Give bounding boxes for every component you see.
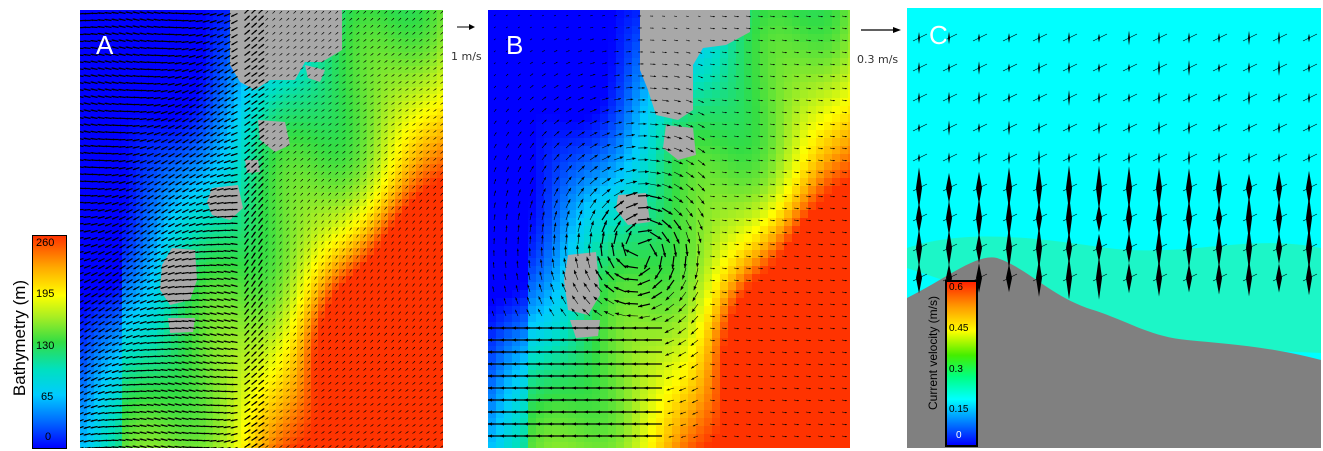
bathymetry-tick-260: 260 xyxy=(36,237,55,249)
bathymetry-tick-130: 130 xyxy=(36,340,55,352)
bathymetry-grid xyxy=(80,10,443,448)
seabed xyxy=(907,257,1321,448)
velocity-colorbar-bar xyxy=(945,280,978,447)
current-vectors xyxy=(488,14,847,439)
bathymetry-colorbar-bar xyxy=(32,235,67,449)
bathymetry-tick-195: 195 xyxy=(36,288,55,300)
land-masses xyxy=(564,10,750,338)
panel-b-scale-arrow xyxy=(861,27,901,33)
panel-b-scale-label: 0.3 m/s xyxy=(857,53,899,66)
panel-a-field xyxy=(80,10,443,448)
bathymetry-tick-0: 0 xyxy=(45,431,52,443)
panel-b-scale: 0.3 m/s xyxy=(855,20,910,70)
panel-a: A xyxy=(80,10,443,448)
velocity-tick-0.15: 0.15 xyxy=(949,404,969,415)
panel-b-field xyxy=(488,10,850,448)
panel-c: C Current velocity (m/s) 0.6 0.45 0.3 0.… xyxy=(907,8,1321,448)
bathymetry-tick-65: 65 xyxy=(41,391,54,403)
panel-a-scale: 1 m/s xyxy=(448,20,508,70)
velocity-tick-0: 0 xyxy=(956,430,962,441)
panel-a-scale-arrow xyxy=(457,24,475,30)
velocity-tick-0.6: 0.6 xyxy=(949,282,963,293)
panel-a-label: A xyxy=(96,30,114,60)
bathymetry-colorbar: Bathymetry (m) 260 195 130 65 0 xyxy=(0,230,80,450)
panel-b: B xyxy=(488,10,850,448)
bathymetry-colorbar-title: Bathymetry (m) xyxy=(10,279,29,397)
current-vectors xyxy=(80,10,443,448)
panel-a-scale-label: 1 m/s xyxy=(451,50,482,63)
velocity-colorbar: Current velocity (m/s) 0.6 0.45 0.3 0.15… xyxy=(917,278,987,448)
velocity-colorbar-title: Current velocity (m/s) xyxy=(926,295,940,411)
velocity-tick-0.3: 0.3 xyxy=(949,364,963,375)
velocity-tick-0.45: 0.45 xyxy=(949,323,969,334)
panel-c-label: C xyxy=(929,20,948,50)
panel-b-label: B xyxy=(506,30,524,60)
